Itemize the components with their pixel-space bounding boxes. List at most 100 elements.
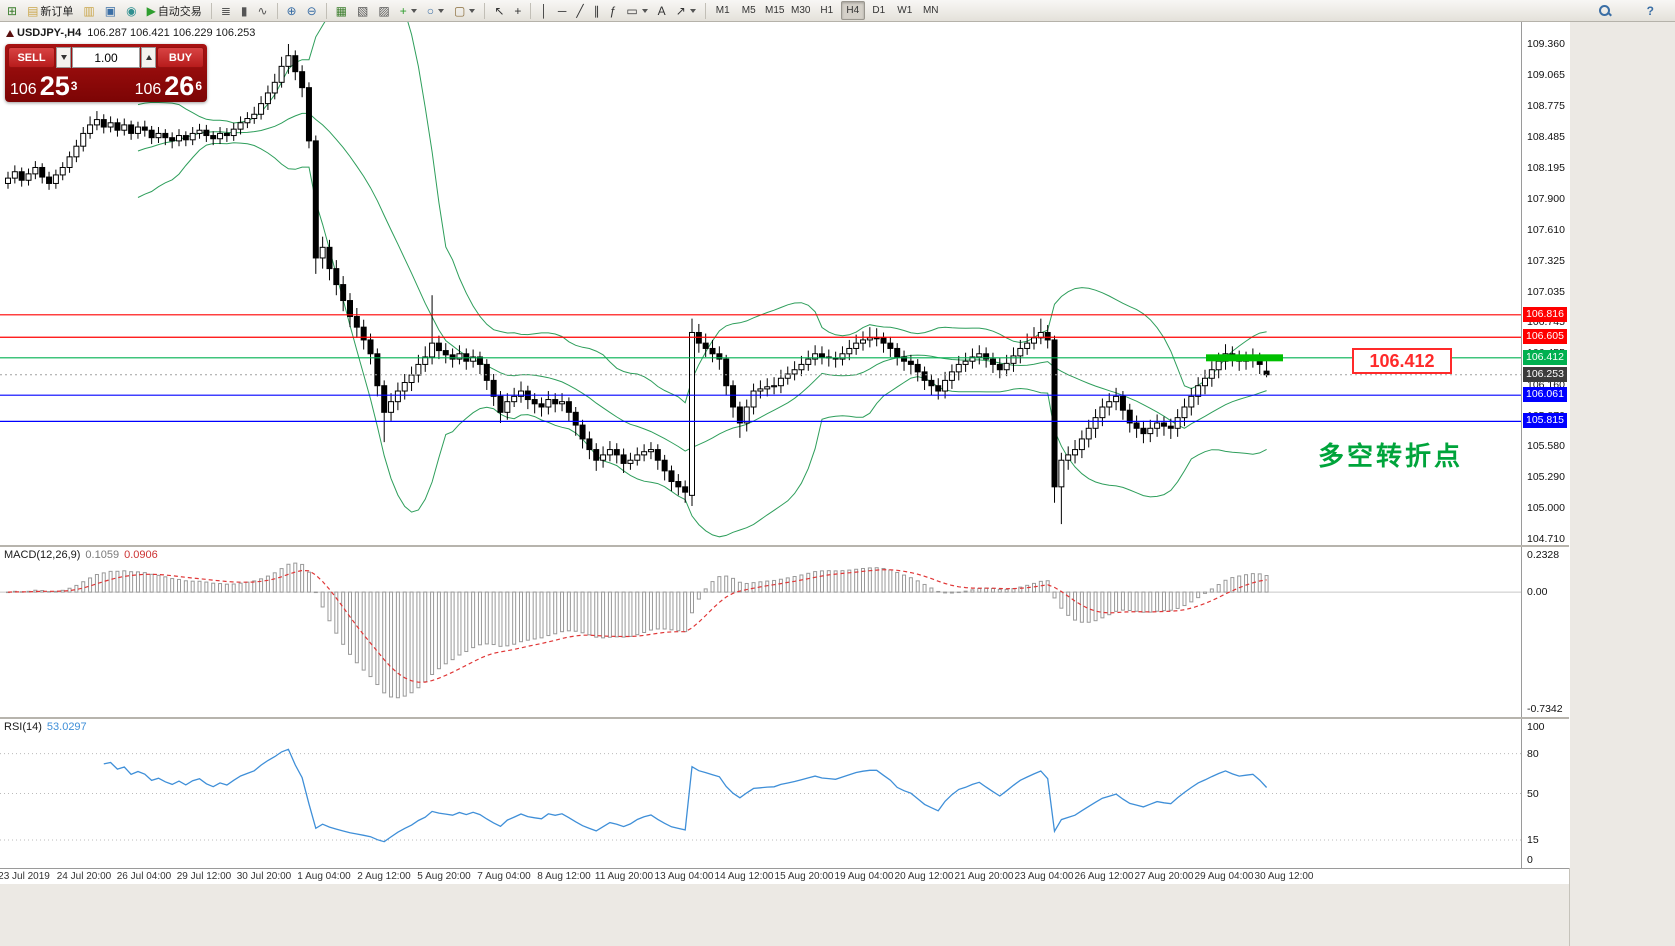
toolbar-left-group: ⊞ ▤ 新订单 ▥ ▣ ◉ ▶ 自动交易 ≣ ▮ ∿ ⊕ ⊖ ▦ ▧ ▨ + ○ ▢ ↖ + │ ─ ╱ ∥ ƒ ▭ A ↗ — [2, 0, 710, 21]
tile-windows-button[interactable]: ▦ — [332, 1, 351, 21]
profiles-icon: ▥ — [83, 3, 95, 18]
buy-price: 106 26 6 — [135, 73, 202, 100]
time-label: 11 Aug 20:00 — [594, 871, 654, 882]
cursor-button[interactable]: ↖ — [490, 1, 508, 21]
indicators-button[interactable]: + — [396, 1, 421, 21]
price-label-box[interactable]: 106.412 — [1523, 349, 1567, 365]
bar-chart-button[interactable]: ≣ — [217, 1, 235, 21]
rsi-scale-label: 15 — [1527, 834, 1539, 847]
templates-button[interactable]: ▢ — [450, 1, 479, 21]
time-label: 21 Aug 20:00 — [954, 871, 1014, 882]
data-window-button[interactable]: ▣ — [101, 1, 120, 21]
horizontal-line-button[interactable]: ─ — [554, 1, 571, 21]
indicators-icon: + — [399, 3, 407, 18]
community-button[interactable]: ◉ — [122, 1, 140, 21]
price-label-box[interactable]: 106.061 — [1523, 387, 1567, 403]
search-icon — [1598, 4, 1611, 17]
auto-arrange-icon: ▧ — [357, 3, 369, 18]
timeframe-h4[interactable]: H4 — [840, 1, 865, 20]
collapse-panel-icon[interactable] — [6, 30, 14, 37]
buy-button-label: BUY — [168, 51, 193, 64]
dropdown-arrow-icon — [689, 8, 696, 13]
new-chart-button[interactable]: ⊞ — [3, 1, 21, 21]
zoom-out-button[interactable]: ⊖ — [303, 1, 321, 21]
help-button[interactable]: ? — [1643, 1, 1658, 21]
timeframe-m1[interactable]: M1 — [715, 5, 730, 16]
price-tick: 105.000 — [1527, 502, 1565, 515]
auto-trading-button[interactable]: ▶ 自动交易 — [143, 1, 206, 21]
new-order-button[interactable]: ▤ 新订单 — [23, 1, 77, 21]
zoom-in-button[interactable]: ⊕ — [283, 1, 301, 21]
time-label: 30 Jul 20:00 — [236, 871, 292, 882]
trendline-button[interactable]: ╱ — [572, 1, 587, 21]
periods-icon: ○ — [426, 3, 434, 18]
price-label-box[interactable]: 106.816 — [1523, 306, 1567, 322]
panel-separator[interactable] — [0, 717, 1569, 719]
fibonacci-button[interactable]: ƒ — [606, 1, 621, 21]
text-button[interactable]: A — [654, 1, 670, 21]
timeframe-m5[interactable]: M5 — [741, 5, 756, 16]
symbol-period-label: USDJPY-,H4 — [17, 27, 82, 39]
timeframe-w1[interactable]: W1 — [897, 5, 913, 16]
sell-price: 106 25 3 — [10, 73, 77, 100]
zoom-in-icon: ⊕ — [286, 3, 297, 18]
buy-button[interactable]: BUY — [157, 47, 204, 68]
timeframe-h1[interactable]: H1 — [820, 5, 834, 16]
dropdown-arrow-icon — [437, 8, 444, 13]
line-chart-button[interactable]: ∿ — [253, 1, 271, 21]
volume-input[interactable] — [72, 47, 140, 68]
cursor-icon: ↖ — [494, 3, 505, 18]
price-label-box[interactable]: 106.605 — [1523, 329, 1567, 345]
toolbar-separator — [276, 2, 278, 19]
price-tick: 108.775 — [1527, 100, 1565, 113]
turning-point-note[interactable]: 多空转折点 — [1318, 441, 1464, 471]
candlestick-chart-button[interactable]: ▮ — [237, 1, 252, 21]
main-chart[interactable] — [0, 22, 1521, 545]
rsi-panel[interactable] — [0, 719, 1521, 868]
panel-separator[interactable] — [0, 545, 1569, 547]
time-label: 23 Jul 2019 — [0, 871, 50, 882]
align-charts-icon: ▨ — [378, 3, 390, 18]
align-charts-button[interactable]: ▨ — [374, 1, 393, 21]
time-label: 8 Aug 12:00 — [537, 871, 591, 882]
line-chart-icon: ∿ — [257, 3, 268, 18]
sell-price-point: 3 — [70, 79, 78, 93]
vertical-line-button[interactable]: │ — [536, 1, 552, 21]
chart-window[interactable]: USDJPY-,H4 106.287 106.421 106.229 106.25… — [0, 22, 1570, 885]
sell-price-base: 106 — [10, 81, 37, 98]
timeframe-m15[interactable]: M15 — [765, 5, 785, 16]
auto-trading-icon: ▶ — [146, 3, 156, 18]
crosshair-button[interactable]: + — [510, 1, 525, 21]
price-tick: 105.290 — [1527, 471, 1565, 484]
dropdown-arrow-icon — [641, 8, 648, 13]
auto-arrange-button[interactable]: ▧ — [353, 1, 372, 21]
channel-button[interactable]: ∥ — [590, 1, 604, 21]
price-label-box[interactable]: 105.815 — [1523, 413, 1567, 429]
shapes-button[interactable]: ▭ — [622, 1, 651, 21]
timeframe-m30[interactable]: M30 — [791, 5, 811, 16]
auto-trading-button-label: 自动交易 — [157, 5, 202, 18]
sell-button[interactable]: SELL — [8, 47, 55, 68]
arrows-button[interactable]: ↗ — [672, 1, 700, 21]
price-annotation[interactable]: 106.412 — [1352, 348, 1452, 374]
timeframe-mn[interactable]: MN — [922, 5, 939, 16]
timeframe-d1[interactable]: D1 — [872, 5, 886, 16]
volume-increase-button[interactable] — [141, 47, 156, 68]
search-button[interactable] — [1594, 1, 1615, 21]
price-axis[interactable]: 109.360 109.065 108.775 108.485 108.195 107.9… — [1521, 22, 1570, 868]
rsi-indicator-label: RSI(14) 53.0297 — [4, 721, 87, 733]
bar-chart-icon: ≣ — [220, 3, 231, 18]
time-label: 15 Aug 20:00 — [774, 871, 834, 882]
price-tick: 107.610 — [1527, 224, 1565, 237]
ohlc-values: 106.287 106.421 106.229 106.253 — [87, 27, 256, 39]
buy-price-point: 6 — [195, 79, 202, 93]
volume-decrease-button[interactable] — [56, 47, 71, 68]
time-axis[interactable]: 23 Jul 2019 24 Jul 20:00 26 Jul 04:00 29 Ju… — [0, 868, 1569, 885]
timeframe-toolbar: M1 M5 M15 M30 H1 H4 D1 W1 MN — [710, 0, 944, 21]
periods-button[interactable]: ○ — [423, 1, 448, 21]
toolbar-separator — [484, 2, 486, 19]
templates-icon: ▢ — [453, 3, 466, 18]
macd-panel[interactable] — [0, 547, 1521, 717]
profiles-button[interactable]: ▥ — [79, 1, 98, 21]
